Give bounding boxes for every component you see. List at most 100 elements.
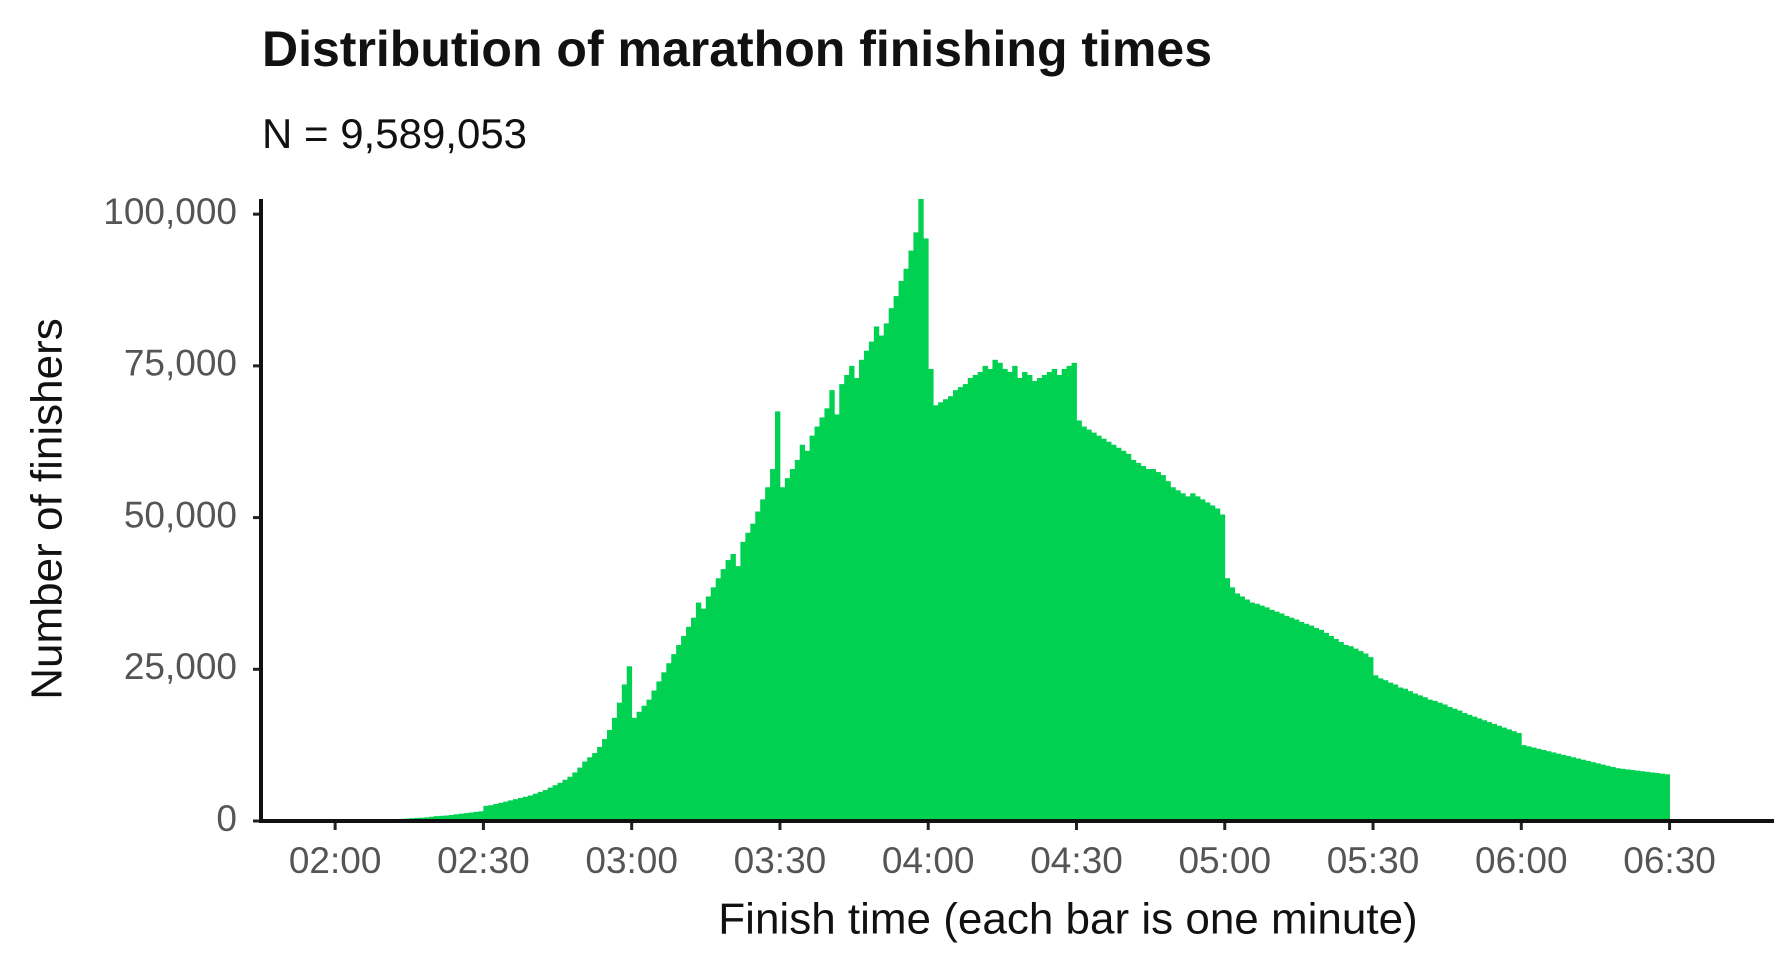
x-tick-label: 06:00 (1475, 840, 1568, 881)
bar (656, 681, 662, 821)
bar (1491, 723, 1497, 821)
bar (1654, 773, 1661, 821)
bar (982, 365, 988, 821)
bar (1130, 459, 1137, 821)
bar (933, 405, 939, 821)
bar (458, 813, 465, 821)
bar (1402, 688, 1409, 821)
bar (1639, 771, 1646, 821)
bar (438, 815, 445, 821)
bar (1516, 733, 1522, 821)
bar (1575, 758, 1582, 821)
bar (1209, 505, 1216, 821)
bar (809, 435, 815, 821)
bar (453, 814, 460, 821)
bar (1392, 684, 1399, 821)
bar (448, 814, 455, 821)
bar (1343, 645, 1349, 821)
bar (1002, 368, 1008, 821)
bar (602, 739, 608, 821)
bar (1195, 496, 1201, 821)
bar (1605, 765, 1611, 821)
bar (542, 790, 549, 821)
bar (695, 602, 702, 821)
bar (493, 804, 499, 821)
bar (819, 417, 825, 821)
bar (1412, 693, 1418, 821)
bar (1185, 496, 1191, 821)
bar (611, 717, 618, 821)
bar (700, 608, 707, 821)
bar (883, 323, 890, 821)
bar (1076, 420, 1082, 821)
bar (1071, 362, 1077, 821)
bar (1091, 432, 1097, 821)
bar (898, 280, 904, 821)
bar (1101, 438, 1107, 821)
bar (829, 390, 835, 821)
bar (1625, 769, 1631, 821)
bar (765, 487, 771, 821)
bar (429, 816, 435, 821)
bar (1397, 687, 1404, 821)
bar (760, 499, 766, 821)
bar (1501, 727, 1507, 821)
bar (1259, 605, 1265, 821)
bar (1160, 475, 1166, 821)
bar (1338, 641, 1344, 821)
bar (1521, 745, 1527, 821)
bar (606, 729, 613, 821)
bar (1466, 714, 1473, 821)
bar (681, 635, 687, 821)
bar (938, 402, 944, 821)
bar (1476, 718, 1483, 821)
bar (962, 384, 969, 821)
bar (1649, 772, 1656, 821)
bar (463, 813, 469, 821)
bar (1022, 371, 1028, 821)
bar (1595, 763, 1601, 821)
bar (1017, 378, 1023, 821)
bar (631, 717, 638, 821)
bar (1135, 462, 1142, 821)
chart-subtitle: N = 9,589,053 (262, 110, 527, 157)
bar (1526, 746, 1532, 821)
bar (1318, 629, 1325, 821)
bar (1615, 768, 1621, 821)
y-tick-label: 0 (216, 798, 237, 839)
bar (1027, 374, 1033, 821)
bar (715, 578, 722, 821)
bar (992, 359, 998, 821)
bar (1125, 453, 1132, 821)
bar (626, 666, 633, 821)
y-tick-label: 75,000 (124, 343, 237, 384)
bar (1274, 611, 1280, 821)
bar (908, 250, 914, 821)
bar (1447, 706, 1453, 821)
bar (1531, 747, 1537, 821)
bar (1254, 603, 1260, 821)
bar (1634, 770, 1641, 821)
bar (1422, 697, 1428, 821)
bar (1249, 602, 1255, 821)
bar (775, 411, 781, 821)
bar (1116, 447, 1122, 821)
bar (567, 776, 573, 821)
chart-title: Distribution of marathon finishing times (262, 21, 1212, 77)
bar (676, 645, 682, 821)
bar (1234, 593, 1240, 821)
bar (483, 805, 489, 821)
bar (849, 365, 855, 821)
bar (1373, 675, 1379, 821)
bar (527, 795, 534, 821)
bar (854, 378, 860, 821)
bar (947, 396, 954, 821)
bar (868, 341, 875, 821)
bar (1066, 365, 1072, 821)
bar (616, 702, 623, 821)
bar (1214, 508, 1221, 821)
bar (1056, 374, 1063, 821)
bar (1630, 770, 1636, 821)
bar (1190, 493, 1196, 821)
bar (1180, 493, 1186, 821)
